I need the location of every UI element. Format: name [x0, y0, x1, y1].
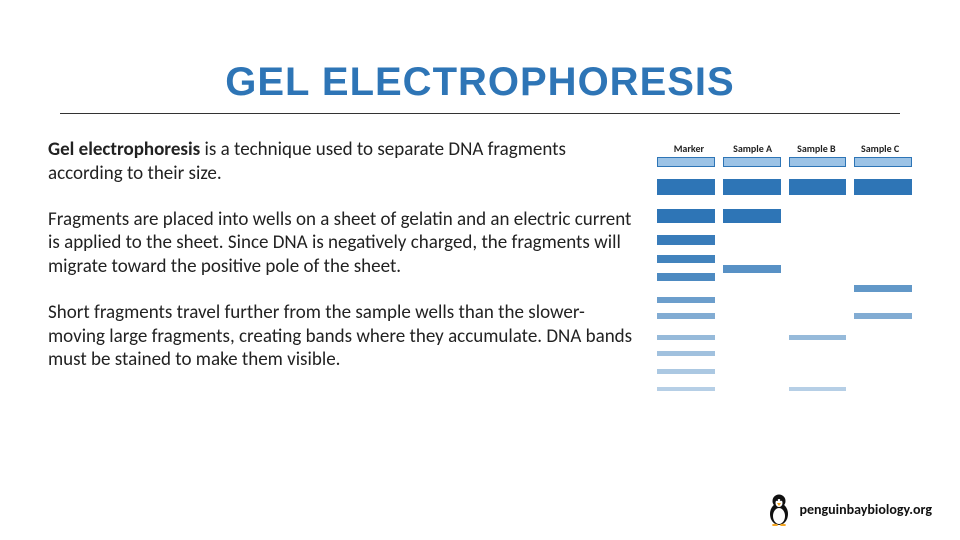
lane-label-a: Sample A — [721, 142, 785, 155]
gel-band — [657, 235, 715, 245]
gel-band — [854, 285, 912, 292]
gel-band — [723, 179, 781, 195]
gel-band — [723, 265, 781, 273]
gel-band — [789, 387, 847, 391]
gel-band — [657, 297, 715, 303]
gel-band — [657, 369, 715, 374]
gel-band — [789, 335, 847, 340]
gel-band — [657, 313, 715, 319]
lane-label-b: Sample B — [785, 142, 849, 155]
gel-well — [657, 157, 715, 167]
page-title: GEL ELECTROPHORESIS — [0, 0, 960, 113]
gel-band — [854, 179, 912, 195]
title-underline — [60, 113, 900, 114]
lane-label-marker: Marker — [657, 142, 721, 155]
gel-band — [789, 179, 847, 195]
gel-lane — [657, 157, 715, 417]
gel-lane — [789, 157, 847, 417]
gel-band — [723, 209, 781, 223]
footer: penguinbaybiology.org — [765, 492, 932, 526]
paragraph-2: Fragments are placed into wells on a she… — [48, 208, 633, 279]
gel-lanes — [657, 157, 912, 417]
term-bold: Gel electrophoresis — [48, 138, 200, 161]
gel-well — [723, 157, 781, 167]
gel-band — [657, 273, 715, 281]
content-row: Gel electrophoresis is a technique used … — [0, 138, 960, 417]
lane-label-c: Sample C — [848, 142, 912, 155]
gel-lane — [723, 157, 781, 417]
footer-text: penguinbaybiology.org — [799, 501, 932, 518]
gel-band — [657, 335, 715, 340]
gel-band — [657, 351, 715, 356]
paragraph-3: Short fragments travel further from the … — [48, 301, 633, 372]
penguin-icon — [765, 492, 793, 526]
gel-band — [854, 313, 912, 319]
gel-band — [657, 209, 715, 223]
gel-band — [657, 255, 715, 263]
paragraph-1: Gel electrophoresis is a technique used … — [48, 138, 633, 186]
gel-diagram: Marker Sample A Sample B Sample C — [657, 138, 912, 417]
gel-lane-labels: Marker Sample A Sample B Sample C — [657, 142, 912, 155]
gel-well — [789, 157, 847, 167]
gel-well — [854, 157, 912, 167]
gel-lane — [854, 157, 912, 417]
gel-band — [657, 387, 715, 391]
gel-band — [657, 179, 715, 195]
text-column: Gel electrophoresis is a technique used … — [48, 138, 657, 417]
